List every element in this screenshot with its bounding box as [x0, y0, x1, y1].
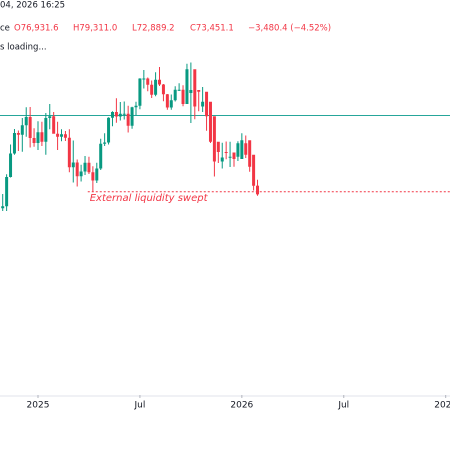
candle-body	[75, 162, 79, 177]
header-status: s loading...	[0, 43, 47, 53]
candle-body	[67, 137, 71, 168]
candle-body	[20, 125, 24, 135]
candle-body	[103, 142, 107, 144]
candle-body	[256, 185, 260, 195]
header-close: C73,451.1	[190, 24, 234, 34]
candle-body	[122, 113, 126, 115]
candle-body	[126, 113, 130, 126]
candle-body	[28, 117, 32, 138]
candle-body	[189, 90, 193, 93]
candle-body	[181, 89, 185, 104]
candle-body	[173, 89, 177, 101]
candle-body	[12, 133, 16, 154]
x-tick-label: 2025	[27, 401, 50, 411]
candle-body	[134, 105, 138, 108]
candle-body	[193, 69, 197, 107]
candle-body	[216, 141, 220, 152]
candle-body	[24, 117, 28, 126]
x-tick-label: Jul	[133, 401, 145, 411]
x-tick-label: 2027	[434, 401, 450, 411]
candle-body	[252, 154, 256, 186]
candle-body	[36, 132, 40, 143]
candle-body	[154, 79, 158, 95]
candle-body	[205, 91, 209, 117]
candle-body	[44, 118, 48, 142]
candle-body	[138, 78, 142, 106]
candle-body	[16, 133, 20, 135]
candle-body	[177, 89, 181, 91]
candle-body	[169, 100, 173, 108]
candle-body	[142, 78, 146, 80]
candle-body	[197, 90, 201, 92]
candle-body	[91, 172, 95, 181]
candle-body	[9, 153, 13, 177]
candle-body	[118, 113, 122, 117]
candle-body	[52, 116, 56, 134]
candle-body	[240, 140, 244, 159]
candle-body	[95, 168, 99, 181]
candle-body	[107, 117, 111, 143]
candle-body	[161, 84, 165, 95]
candle-body	[208, 101, 212, 142]
candle-body	[244, 143, 248, 155]
candle-body	[1, 206, 5, 209]
candle-body	[83, 162, 87, 172]
candle-body	[79, 171, 83, 177]
candle-body	[248, 140, 252, 167]
header-low: L72,889.2	[132, 24, 175, 34]
candle-body	[201, 101, 205, 107]
candle-body	[71, 162, 75, 168]
x-tick-label: Jul	[337, 401, 349, 411]
annotation: External liquidity swept	[90, 193, 209, 204]
x-tick-label: 2026	[230, 401, 253, 411]
candle-body	[232, 152, 236, 159]
candle-body	[48, 116, 52, 118]
candle-body	[87, 162, 91, 173]
candle-body	[165, 94, 169, 108]
candle-body	[185, 69, 189, 104]
header-high: H79,311.0	[73, 24, 117, 34]
candle-body	[60, 134, 64, 137]
header-date: 04, 2026 16:25	[0, 1, 65, 11]
candle-body	[110, 112, 114, 118]
candle-body	[32, 138, 36, 143]
candle-body	[5, 177, 9, 207]
candle-body	[130, 107, 134, 126]
candle-body	[158, 79, 162, 85]
candle-body	[114, 112, 118, 117]
candle-body	[40, 132, 44, 142]
candle-body	[212, 116, 216, 162]
candle-body	[63, 134, 67, 138]
candle-body	[56, 133, 60, 137]
candle-body	[236, 143, 240, 157]
header-open: O76,931.6	[14, 24, 59, 34]
candle-body	[220, 157, 224, 162]
header-symbol: ce	[0, 24, 10, 34]
header-change: −3,480.4 (−4.52%)	[248, 24, 331, 34]
candle-body	[150, 84, 154, 95]
candle-body	[99, 143, 103, 169]
candle-body	[146, 78, 150, 85]
candle-body	[228, 156, 232, 158]
candle-body	[224, 152, 228, 153]
